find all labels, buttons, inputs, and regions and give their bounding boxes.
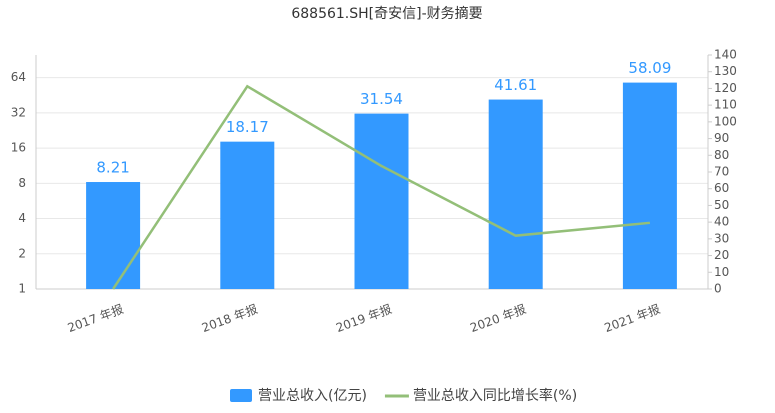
y2-tick-label: 20 [714, 248, 729, 262]
y-tick-label: 64 [11, 70, 26, 84]
x-tick-label: 2021 年报 [602, 301, 662, 335]
y2-tick-label: 80 [714, 148, 729, 162]
data-label: 58.09 [628, 59, 671, 77]
bar [86, 182, 141, 289]
line [112, 84, 651, 290]
y-tick-label: 4 [18, 211, 26, 225]
y-tick-label: 32 [11, 105, 26, 119]
y2-tick-label: 60 [714, 181, 729, 195]
bar [354, 113, 409, 289]
x-tick-label: 2017 年报 [65, 301, 125, 335]
y-tick-label: 2 [18, 246, 26, 260]
data-label: 18.17 [226, 118, 269, 136]
y2-tick-label: 40 [714, 215, 729, 229]
chart-title: 688561.SH[奇安信]-财务摘要 [291, 5, 482, 22]
x-tick-label: 2020 年报 [468, 301, 528, 335]
data-label: 8.21 [96, 159, 129, 177]
y2-tick-label: 10 [714, 265, 729, 279]
bar [488, 99, 543, 289]
y-tick-label: 1 [18, 282, 26, 296]
y2-tick-label: 140 [714, 48, 737, 62]
y2-tick-label: 130 [714, 64, 737, 78]
x-tick-label: 2018 年报 [200, 301, 260, 335]
data-label: 41.61 [494, 76, 537, 94]
y2-tick-label: 100 [714, 114, 737, 128]
x-tick-label: 2019 年报 [334, 301, 394, 335]
y2-tick-label: 30 [714, 231, 729, 245]
legend-label: 营业总收入(亿元) [258, 388, 367, 404]
legend-swatch [230, 389, 252, 402]
data-label: 31.54 [360, 90, 403, 108]
y2-tick-label: 0 [714, 282, 722, 296]
y2-tick-label: 50 [714, 198, 729, 212]
y2-tick-label: 70 [714, 165, 729, 179]
y-tick-label: 8 [18, 176, 26, 190]
y2-tick-label: 120 [714, 81, 737, 95]
y2-tick-label: 110 [714, 98, 737, 112]
bar [622, 82, 677, 290]
y-tick-label: 16 [11, 141, 26, 155]
y2-tick-label: 90 [714, 131, 729, 145]
bar [220, 141, 275, 289]
legend-label: 营业总收入同比增长率(%) [413, 387, 577, 404]
